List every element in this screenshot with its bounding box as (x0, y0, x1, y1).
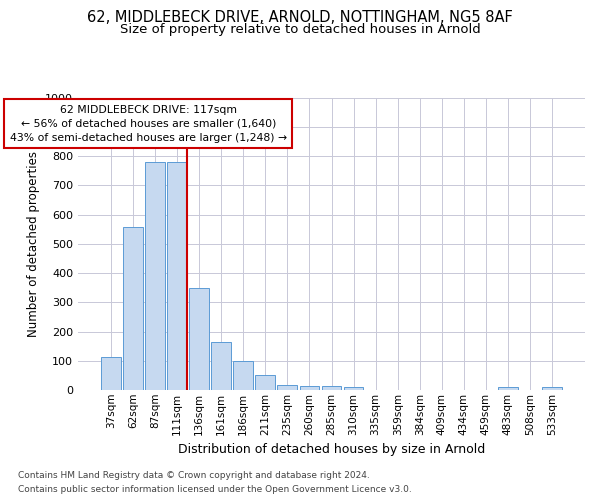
Y-axis label: Number of detached properties: Number of detached properties (26, 151, 40, 337)
Text: Size of property relative to detached houses in Arnold: Size of property relative to detached ho… (119, 22, 481, 36)
Bar (167, 162, 187, 390)
Text: Contains public sector information licensed under the Open Government Licence v3: Contains public sector information licen… (18, 484, 412, 494)
Text: 62, MIDDLEBECK DRIVE, ARNOLD, NOTTINGHAM, NG5 8AF: 62, MIDDLEBECK DRIVE, ARNOLD, NOTTINGHAM… (87, 10, 513, 25)
Bar (123, 227, 143, 390)
Bar (233, 362, 253, 390)
Bar (211, 342, 231, 390)
Bar (299, 386, 319, 390)
Text: Contains HM Land Registry data © Crown copyright and database right 2024.: Contains HM Land Registry data © Crown c… (18, 471, 370, 480)
Bar (277, 384, 298, 390)
Text: 62 MIDDLEBECK DRIVE: 117sqm
← 56% of detached houses are smaller (1,640)
43% of : 62 MIDDLEBECK DRIVE: 117sqm ← 56% of det… (10, 105, 287, 143)
Bar (189, 288, 209, 390)
X-axis label: Distribution of detached houses by size in Arnold: Distribution of detached houses by size … (178, 443, 485, 456)
Bar (322, 386, 341, 390)
Bar (344, 387, 364, 390)
Bar (498, 387, 518, 390)
Bar (101, 357, 121, 390)
Bar (145, 162, 165, 390)
Bar (256, 375, 275, 390)
Bar (542, 387, 562, 390)
